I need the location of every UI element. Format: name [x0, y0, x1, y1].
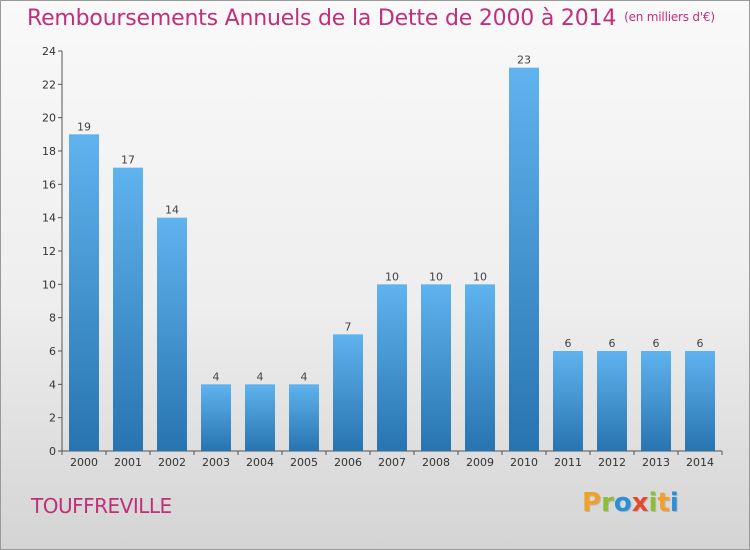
x-tick-label: 2000	[70, 456, 98, 469]
x-tick-label: 2011	[554, 456, 582, 469]
x-tick-label: 2005	[290, 456, 318, 469]
chart-title-text: Remboursements Annuels de la Dette de 20…	[27, 6, 617, 31]
bar-value-label: 17	[121, 154, 135, 167]
bar-value-label: 10	[429, 270, 443, 283]
chart-unit: (en milliers d'€)	[624, 10, 715, 24]
y-tick-label: 20	[42, 112, 56, 125]
chart-labels: 19 2000 17 2001 14 2002 4 2003 4 2004 4 2005 7 2006 10…	[70, 54, 714, 469]
x-tick-label: 2012	[598, 456, 626, 469]
y-tick-label: 24	[42, 45, 56, 58]
bar-2008	[421, 284, 451, 451]
bar-value-label: 10	[473, 270, 487, 283]
bar-2002	[157, 217, 187, 451]
bar-value-label: 6	[609, 337, 616, 350]
x-tick-label: 2014	[686, 456, 714, 469]
bar-value-label: 14	[165, 204, 179, 217]
chart-title: Remboursements Annuels de la Dette de 20…	[27, 6, 715, 31]
x-tick-label: 2010	[510, 456, 538, 469]
y-tick-label: 8	[49, 312, 56, 325]
bar-value-label: 7	[345, 320, 352, 333]
bar-value-label: 6	[697, 337, 704, 350]
bar-value-label: 4	[301, 370, 308, 383]
bar-2014	[685, 351, 715, 451]
y-tick-label: 16	[42, 178, 56, 191]
bar-value-label: 23	[517, 54, 531, 67]
x-tick-label: 2009	[466, 456, 494, 469]
y-tick-label: 18	[42, 145, 56, 158]
bar-2004	[245, 384, 275, 451]
x-tick-label: 2004	[246, 456, 274, 469]
bar-value-label: 6	[565, 337, 572, 350]
bar-2001	[113, 167, 143, 451]
y-tick-label: 22	[42, 78, 56, 91]
x-tick-label: 2007	[378, 456, 406, 469]
y-tick-label: 14	[42, 212, 56, 225]
bar-2011	[553, 351, 583, 451]
y-tick-label: 10	[42, 278, 56, 291]
bar-value-label: 6	[653, 337, 660, 350]
bar-2010	[509, 67, 539, 452]
x-tick-label: 2003	[202, 456, 230, 469]
bar-value-label: 4	[213, 370, 220, 383]
proxiti-logo: Proxiti	[582, 488, 679, 518]
commune-name: TOUFFREVILLE	[31, 494, 172, 518]
bar-value-label: 19	[77, 120, 91, 133]
x-tick-label: 2002	[158, 456, 186, 469]
x-tick-label: 2001	[114, 456, 142, 469]
x-tick-label: 2008	[422, 456, 450, 469]
x-tick-label: 2013	[642, 456, 670, 469]
bar-2003	[201, 384, 231, 451]
y-tick-label: 2	[49, 412, 56, 425]
x-tick-label: 2006	[334, 456, 362, 469]
bar-2007	[377, 284, 407, 451]
bar-value-label: 10	[385, 270, 399, 283]
bar-value-label: 4	[257, 370, 264, 383]
y-tick-label: 6	[49, 345, 56, 358]
bar-2005	[289, 384, 319, 451]
bar-2012	[597, 351, 627, 451]
bar-2013	[641, 351, 671, 451]
y-tick-label: 4	[49, 378, 56, 391]
bar-2009	[465, 284, 495, 451]
chart-bars	[69, 67, 715, 452]
bar-2006	[333, 334, 363, 451]
y-tick-label: 0	[49, 445, 56, 458]
y-tick-label: 12	[42, 245, 56, 258]
bar-2000	[69, 134, 99, 452]
